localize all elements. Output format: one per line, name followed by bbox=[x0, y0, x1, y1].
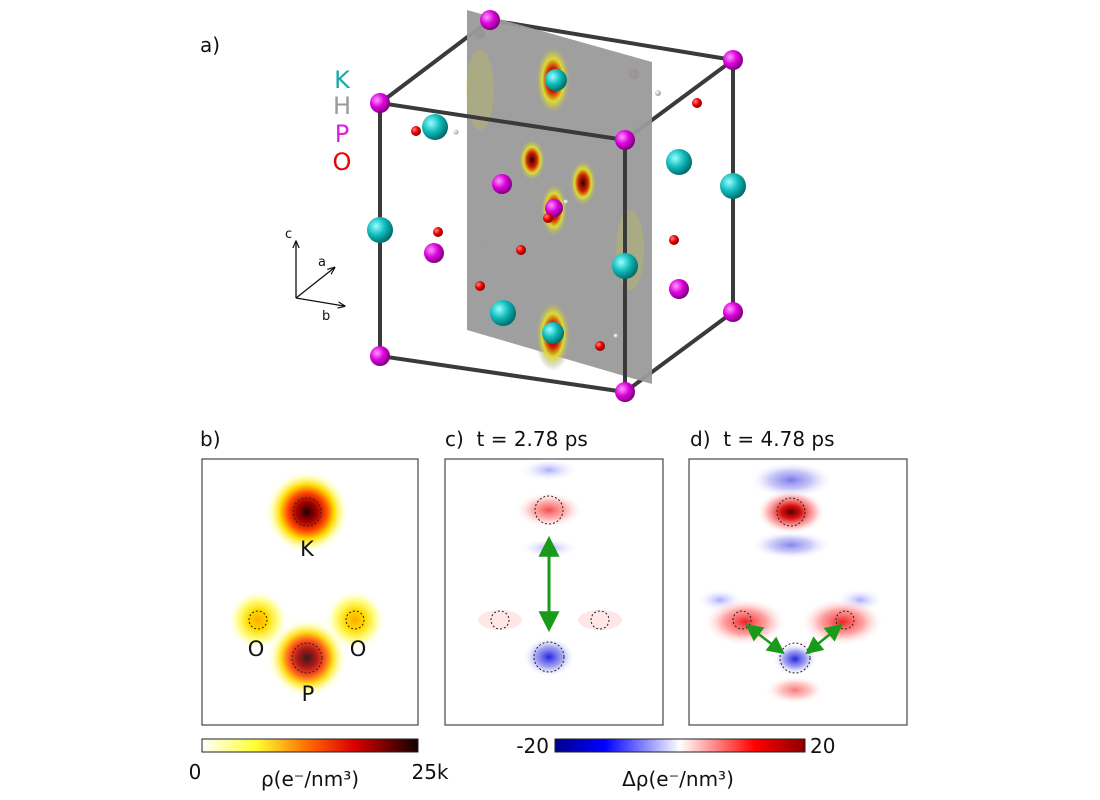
panel-label: d) t = 4.78 ps bbox=[690, 427, 835, 451]
colorbar-label: ρ(e⁻/nm³) bbox=[261, 767, 359, 791]
panel-d: d) t = 4.78 ps bbox=[688, 427, 908, 726]
legend-entry: P bbox=[335, 120, 349, 148]
panel-a: a) K H P O c a b bbox=[200, 10, 746, 402]
colorbar-min: -20 bbox=[516, 734, 549, 758]
axis-label: c bbox=[285, 227, 292, 242]
colorbar bbox=[554, 738, 806, 753]
colorbar-difference: -20 Δρ(e⁻/nm³) 20 bbox=[516, 734, 835, 791]
panel-c: c) t = 2.78 ps bbox=[444, 427, 664, 726]
axis-label: b bbox=[322, 309, 330, 324]
panel-b: b) K O O P bbox=[200, 427, 419, 726]
atom-label: K bbox=[300, 537, 315, 561]
unit-cell bbox=[367, 10, 746, 402]
colorbar-label: Δρ(e⁻/nm³) bbox=[622, 767, 734, 791]
motion-arrow bbox=[805, 623, 843, 655]
legend-entry: H bbox=[333, 92, 351, 120]
colorbar-max: 20 bbox=[810, 734, 835, 758]
legend-entry: K bbox=[334, 66, 351, 94]
colorbar-density: 0 ρ(e⁻/nm³) 25k bbox=[189, 738, 449, 791]
axes-triad: c a b bbox=[285, 227, 344, 324]
atom-label: O bbox=[248, 637, 265, 661]
colorbar-max: 25k bbox=[411, 760, 448, 784]
panel-label: c) t = 2.78 ps bbox=[445, 427, 588, 451]
legend-entry: O bbox=[333, 148, 352, 176]
panel-label: b) bbox=[200, 427, 221, 451]
panel-label: a) bbox=[200, 33, 220, 57]
axis-label: a bbox=[318, 255, 326, 270]
colorbar-min: 0 bbox=[189, 760, 202, 784]
atom-label: O bbox=[350, 637, 367, 661]
colorbar bbox=[201, 738, 419, 753]
atom-label: P bbox=[302, 682, 315, 706]
motion-arrow bbox=[745, 623, 785, 655]
